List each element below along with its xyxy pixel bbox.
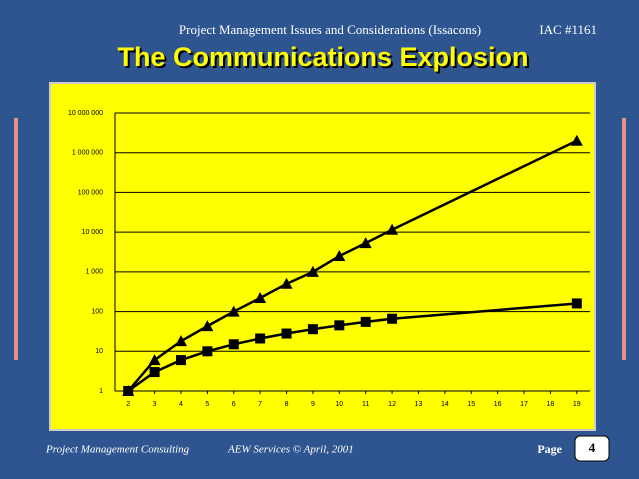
x-tick-label: 2 bbox=[126, 401, 130, 408]
x-tick-label: 13 bbox=[415, 401, 423, 408]
square-marker bbox=[228, 339, 239, 350]
square-marker bbox=[307, 324, 318, 335]
triangle-marker bbox=[386, 223, 399, 235]
triangle-marker bbox=[333, 250, 346, 262]
x-tick-label: 15 bbox=[467, 401, 475, 408]
square-marker bbox=[202, 346, 213, 357]
x-tick-label: 12 bbox=[388, 401, 396, 408]
x-tick-label: 9 bbox=[311, 401, 315, 408]
triangle-marker bbox=[280, 277, 293, 289]
triangle-marker bbox=[201, 320, 214, 332]
x-tick-label: 10 bbox=[335, 401, 343, 408]
x-tick-label: 5 bbox=[205, 401, 209, 408]
y-tick-label: 1 bbox=[99, 388, 103, 395]
x-tick-label: 17 bbox=[520, 401, 528, 408]
square-marker bbox=[281, 328, 292, 339]
title: The Communications Explosion bbox=[117, 42, 528, 72]
footer-left: Project Management Consulting bbox=[45, 444, 190, 456]
x-tick-label: 8 bbox=[285, 401, 289, 408]
x-tick-label: 3 bbox=[153, 401, 157, 408]
plot: 1 10 100 1 000 10 000 100 000 1 000 000 10 000 … bbox=[68, 110, 590, 408]
square-marker bbox=[149, 367, 160, 378]
x-tick-label: 14 bbox=[441, 401, 449, 408]
triangle-marker bbox=[306, 265, 319, 277]
x-tick-label: 4 bbox=[179, 401, 183, 408]
square-marker bbox=[175, 355, 186, 366]
triangle-marker bbox=[570, 134, 583, 146]
x-tick-label: 11 bbox=[362, 401, 369, 408]
page-box bbox=[574, 435, 610, 462]
page-label: Page bbox=[537, 442, 562, 456]
side-decoration bbox=[14, 118, 18, 360]
triangle-marker bbox=[254, 291, 267, 303]
header-code: IAC #1161 bbox=[539, 22, 597, 37]
header-subtitle: Project Management Issues and Considerat… bbox=[179, 22, 481, 37]
x-tick-label: 18 bbox=[547, 401, 555, 408]
square-marker bbox=[571, 298, 582, 309]
y-tick-label: 10 000 bbox=[82, 229, 104, 236]
square-marker bbox=[123, 386, 134, 396]
square-marker bbox=[255, 333, 266, 344]
x-tick-label: 16 bbox=[494, 401, 502, 408]
y-tick-label: 100 000 bbox=[78, 189, 103, 196]
triangle-marker bbox=[174, 335, 187, 347]
square-marker bbox=[387, 313, 398, 324]
triangle-marker bbox=[359, 237, 372, 249]
chart-area bbox=[49, 82, 596, 431]
triangle-marker bbox=[227, 305, 240, 317]
y-tick-label: 1 000 000 bbox=[72, 150, 103, 157]
page-number: 4 bbox=[589, 440, 596, 455]
title-shadow: The Communications Explosion bbox=[119, 44, 530, 74]
y-tick-label: 100 bbox=[91, 308, 103, 315]
x-tick-label: 6 bbox=[232, 401, 236, 408]
x-tick-label: 7 bbox=[258, 401, 262, 408]
y-tick-label: 10 000 000 bbox=[68, 110, 103, 117]
square-marker bbox=[360, 316, 371, 327]
triangle-marker bbox=[148, 354, 161, 366]
y-tick-label: 1 000 bbox=[85, 269, 103, 276]
footer-center: AEW Services © April, 2001 bbox=[227, 444, 354, 456]
x-tick-label: 19 bbox=[573, 401, 581, 408]
y-tick-label: 10 bbox=[95, 348, 103, 355]
square-marker bbox=[334, 320, 345, 331]
side-decoration bbox=[622, 118, 626, 360]
